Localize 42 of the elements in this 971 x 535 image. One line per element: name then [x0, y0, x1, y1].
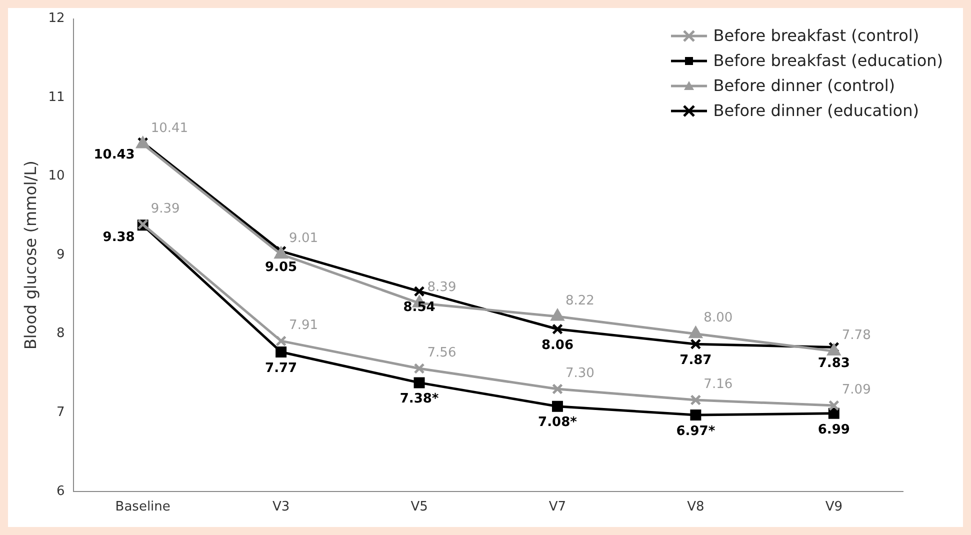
data-label: 7.87 [680, 352, 712, 368]
data-label: 7.91 [289, 318, 318, 333]
y-axis-title: Blood glucose (mmol/L) [20, 160, 40, 350]
legend-label: Before breakfast (control) [713, 26, 920, 45]
data-label: 7.56 [427, 345, 456, 360]
x-tick-label: Baseline [115, 500, 170, 515]
y-tick-label: 8 [56, 326, 65, 342]
data-label: 9.05 [265, 260, 298, 276]
data-label: 8.39 [427, 280, 456, 296]
data-label: 7.78 [842, 328, 871, 344]
y-tick-label: 7 [56, 405, 65, 420]
y-tick-label: 6 [56, 484, 65, 499]
data-label: 9.39 [150, 201, 180, 216]
x-tick-label: V8 [687, 500, 704, 515]
y-tick-label: 12 [48, 11, 65, 26]
data-label: 6.99 [818, 422, 850, 438]
data-label: 8.00 [704, 310, 733, 326]
data-label: 7.16 [704, 376, 733, 392]
y-tick-label: 10 [48, 168, 65, 184]
data-label: 7.09 [842, 382, 871, 398]
data-label: 8.22 [565, 293, 594, 308]
y-tick-label: 9 [56, 247, 65, 262]
data-label: 7.77 [265, 360, 298, 376]
data-label: 7.30 [565, 366, 594, 381]
data-label: 7.08* [538, 415, 578, 430]
x-tick-label: V9 [825, 500, 842, 515]
x-tick-label: V5 [410, 500, 428, 515]
legend-label: Before dinner (control) [713, 76, 896, 95]
data-label: 8.06 [541, 338, 574, 354]
data-label: 10.43 [94, 147, 135, 162]
data-label: 9.38 [102, 230, 135, 246]
data-label: 7.38* [400, 392, 439, 407]
data-label: 9.01 [289, 231, 318, 246]
y-tick-label: 11 [48, 90, 65, 105]
data-label: 10.41 [150, 120, 188, 136]
legend-label: Before breakfast (education) [713, 51, 943, 70]
data-label: 6.97* [676, 424, 716, 439]
x-tick-label: V7 [548, 500, 566, 515]
legend-label: Before dinner (education) [713, 101, 919, 120]
x-tick-label: V3 [272, 500, 290, 515]
data-label: 8.54 [403, 300, 436, 316]
data-label: 7.83 [818, 356, 850, 372]
